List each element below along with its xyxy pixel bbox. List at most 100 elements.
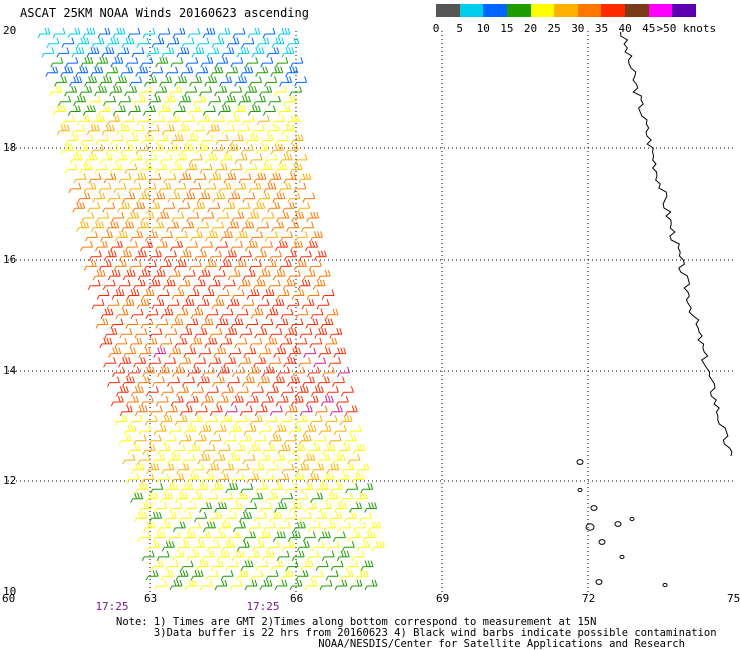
wind-barb [215, 318, 229, 329]
wind-barb [238, 434, 252, 445]
wind-barb [305, 395, 319, 407]
wind-barb [321, 289, 335, 300]
wind-barb [134, 328, 148, 339]
wind-barb [174, 337, 188, 349]
wind-barb [281, 463, 295, 475]
wind-barb [80, 134, 94, 145]
wind-barb [142, 105, 156, 116]
wind-barb [204, 153, 218, 165]
wind-barb [185, 395, 199, 407]
lat-tick-label: 18 [3, 141, 17, 154]
wind-barb [254, 405, 268, 416]
wind-barb [263, 182, 277, 194]
wind-barb [106, 299, 120, 310]
wind-barb [262, 366, 275, 378]
wind-barb [299, 405, 313, 416]
wind-barb [322, 444, 336, 455]
wind-barb [121, 37, 135, 48]
wind-barb [277, 105, 291, 116]
wind-barb [91, 299, 105, 310]
wind-barb [103, 173, 117, 184]
wind-barb [261, 289, 275, 300]
wind-barb [157, 27, 171, 39]
wind-barb [271, 221, 285, 232]
wind-barb [232, 521, 246, 533]
wind-barb [141, 211, 155, 223]
wind-barb [265, 308, 279, 320]
wind-barb [240, 144, 254, 155]
wind-barb [58, 95, 71, 107]
wind-barb [223, 95, 236, 107]
wind-barb [280, 231, 293, 242]
wind-barb [285, 66, 299, 77]
wind-barb [153, 424, 167, 436]
wind-barb [225, 66, 239, 77]
wind-barb [219, 153, 233, 165]
wind-barb [122, 269, 136, 281]
wind-barb [268, 357, 282, 368]
wind-barb [223, 173, 237, 184]
wind-barb [136, 37, 150, 48]
wind-barb [133, 434, 147, 445]
wind-barb [192, 279, 206, 291]
wind-barb [230, 134, 244, 145]
wind-barb [252, 202, 266, 213]
wind-barb [143, 260, 157, 271]
wind-barb [148, 434, 162, 445]
wind-barb [324, 337, 338, 349]
wind-barb [235, 231, 248, 242]
wind-barb [181, 299, 195, 310]
wind-barb [185, 318, 199, 329]
wind-barb [123, 347, 137, 358]
wind-barb [306, 211, 320, 223]
wind-barb [136, 221, 150, 232]
legend-tick-label: 40 [618, 22, 632, 35]
wind-barb [170, 134, 184, 145]
wind-barb [280, 570, 294, 581]
wind-barb [149, 328, 163, 339]
wind-barb [217, 27, 231, 39]
wind-barb [348, 424, 362, 436]
wind-barb [257, 453, 271, 465]
wind-barb [292, 366, 305, 378]
wind-barb [278, 260, 292, 271]
wind-barb [322, 521, 336, 533]
wind-barb [85, 231, 98, 242]
wind-barb [254, 512, 267, 523]
wind-barb [224, 405, 238, 416]
wind-barb [147, 202, 161, 213]
wind-barb [191, 463, 205, 475]
wind-barb [191, 47, 205, 58]
wind-barb [144, 337, 158, 349]
wind-barb [305, 240, 318, 252]
wind-barb [210, 144, 224, 155]
wind-barb [152, 192, 166, 203]
wind-barb [351, 550, 365, 562]
wind-barb [208, 250, 222, 261]
wind-barb [94, 163, 108, 174]
wind-barb [362, 531, 376, 542]
wind-barb [129, 415, 143, 426]
wind-barb [182, 192, 196, 203]
wind-barb [237, 202, 251, 213]
wind-barb [134, 512, 147, 523]
wind-barb [172, 521, 186, 533]
wind-barb [333, 347, 347, 358]
legend-swatch [483, 4, 507, 17]
wind-barb [153, 347, 167, 358]
wind-barb [352, 521, 366, 533]
wind-barb [154, 85, 168, 97]
wind-barb [198, 424, 212, 436]
wind-barb [193, 173, 207, 184]
wind-barb [288, 424, 302, 436]
wind-barb [148, 173, 162, 184]
wind-barb [69, 76, 83, 87]
wind-barb [71, 47, 85, 58]
wind-barb [83, 182, 97, 194]
wind-barb [211, 115, 225, 126]
wind-barb [175, 570, 189, 581]
wind-barb [115, 386, 129, 397]
wind-barb [259, 502, 273, 513]
wind-barb [175, 308, 189, 320]
wind-barb [155, 318, 169, 329]
